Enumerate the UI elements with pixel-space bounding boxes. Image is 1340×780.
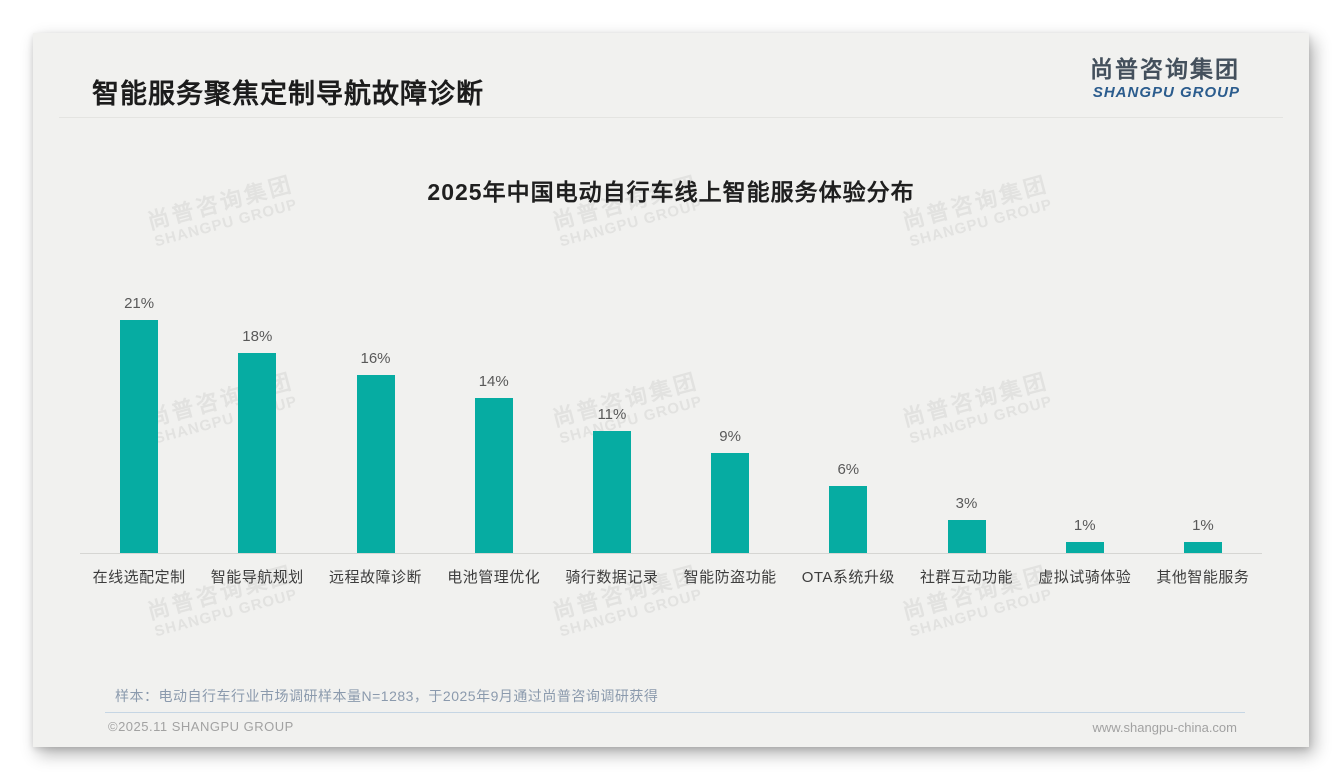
footer-divider: [105, 712, 1245, 713]
bar-column: 21%: [80, 273, 198, 553]
bar-value-label: 16%: [360, 350, 391, 367]
category-label: 虚拟试骑体验: [1038, 569, 1132, 586]
bar-value-label: 1%: [1192, 517, 1214, 534]
bar-column: 1%: [1144, 273, 1262, 553]
bar: [1065, 542, 1104, 553]
logo-cn-text: 尚普咨询集团: [1090, 56, 1240, 82]
bar: [120, 320, 159, 553]
category-label: OTA系统升级: [801, 569, 895, 586]
x-axis-labels: 在线选配定制 智能导航规划 远程故障诊断 电池管理优化 骑行数据记录 智能防盗功能 OTA系…: [80, 566, 1262, 587]
bar-value-label: 11%: [597, 406, 627, 423]
bar: [829, 486, 868, 553]
category-label: 智能导航规划: [210, 569, 304, 586]
bar: [711, 453, 750, 553]
bar: [1183, 542, 1222, 553]
category-label: 远程故障诊断: [329, 569, 423, 586]
bar-column: 18%: [198, 273, 316, 553]
category-label: 电池管理优化: [447, 569, 541, 586]
category-label: 其他智能服务: [1156, 569, 1250, 586]
bar: [356, 375, 395, 553]
bar-column: 1%: [1026, 273, 1144, 553]
bar-value-label: 3%: [955, 495, 978, 512]
bar-chart-plot: 21% 18% 16% 14% 11% 9% 6% 3% 1% 1%: [80, 273, 1262, 553]
x-axis-line: [80, 553, 1262, 554]
watermark-en-text: SHANGPU GROUP: [152, 585, 300, 641]
bar-value-label: 9%: [719, 428, 741, 445]
bar-value-label: 14%: [478, 373, 509, 390]
page-title: 智能服务聚焦定制导航故障诊断: [92, 79, 484, 109]
header-divider: [59, 117, 1283, 118]
bar-value-label: 6%: [837, 461, 860, 478]
bar: [474, 398, 513, 553]
slide-card: 尚普咨询集团 SHANGPU GROUP 尚普咨询集团 SHANGPU GROUP 尚普…: [33, 33, 1309, 747]
bar-value-label: 18%: [242, 328, 273, 345]
bar-column: 3%: [907, 273, 1025, 553]
bar-column: 14%: [435, 273, 553, 553]
bar-value-label: 1%: [1073, 517, 1096, 534]
bar-column: 11%: [553, 273, 671, 553]
chart-title: 2025年中国电动自行车线上智能服务体验分布: [427, 179, 915, 205]
watermark-en-text: SHANGPU GROUP: [557, 585, 705, 641]
bar-value-label: 21%: [124, 295, 155, 312]
bar: [592, 431, 631, 553]
bar-column: 6%: [789, 273, 907, 553]
category-label: 智能防盗功能: [683, 569, 777, 586]
website-text: www.shangpu-china.com: [1092, 720, 1237, 735]
bar-column: 16%: [316, 273, 434, 553]
copyright-text: ©2025.11 SHANGPU GROUP: [108, 719, 294, 734]
category-label: 在线选配定制: [92, 569, 186, 586]
category-label: 社群互动功能: [920, 569, 1014, 586]
bar-column: 9%: [671, 273, 789, 553]
category-label: 骑行数据记录: [565, 569, 659, 586]
sample-note: 样本：电动自行车行业市场调研样本量N=1283，于2025年9月通过尚普咨询调研…: [115, 688, 659, 704]
logo-en-text: SHANGPU GROUP: [1092, 84, 1240, 101]
bar: [238, 353, 277, 553]
watermark-en-text: SHANGPU GROUP: [907, 585, 1055, 641]
company-logo: 尚普咨询集团 SHANGPU GROUP: [1090, 55, 1240, 103]
bar: [947, 520, 986, 553]
